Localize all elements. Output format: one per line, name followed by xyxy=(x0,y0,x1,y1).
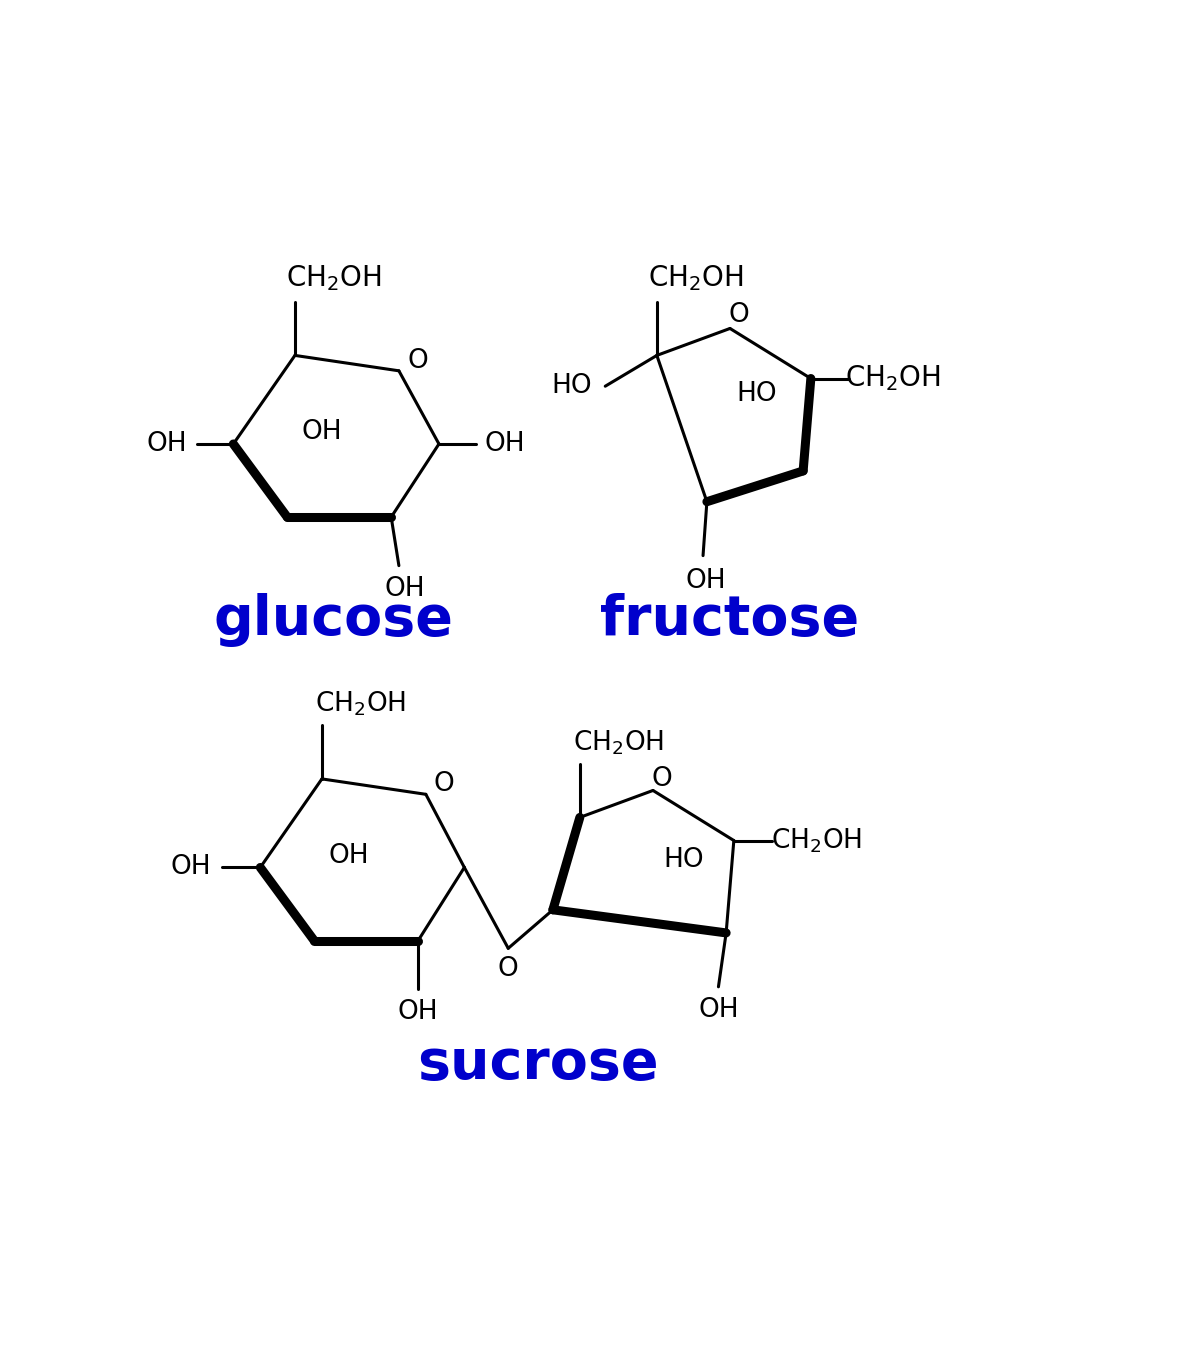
Text: glucose: glucose xyxy=(214,592,453,647)
Text: CH$_2$OH: CH$_2$OH xyxy=(286,263,382,293)
Text: fructose: fructose xyxy=(600,592,860,647)
Text: CH$_2$OH: CH$_2$OH xyxy=(315,690,405,719)
Text: HO: HO xyxy=(737,381,777,406)
Text: O: O xyxy=(408,348,428,374)
Text: O: O xyxy=(652,767,672,792)
Text: O: O xyxy=(728,301,750,327)
Text: OH: OH xyxy=(329,843,370,869)
Text: CH$_2$OH: CH$_2$OH xyxy=(770,827,862,855)
Text: sucrose: sucrose xyxy=(416,1037,658,1091)
Text: CH$_2$OH: CH$_2$OH xyxy=(647,263,743,293)
Text: HO: HO xyxy=(551,374,592,400)
Text: OH: OH xyxy=(698,997,739,1023)
Text: CH$_2$OH: CH$_2$OH xyxy=(846,364,941,393)
Text: OH: OH xyxy=(685,567,726,593)
Text: OH: OH xyxy=(171,854,212,880)
Text: OH: OH xyxy=(385,576,426,602)
Text: OH: OH xyxy=(301,419,342,446)
Text: OH: OH xyxy=(484,431,525,457)
Text: O: O xyxy=(433,771,454,798)
Text: OH: OH xyxy=(398,1000,439,1026)
Text: O: O xyxy=(498,956,519,982)
Text: OH: OH xyxy=(146,431,187,457)
Text: HO: HO xyxy=(664,847,704,873)
Text: CH$_2$OH: CH$_2$OH xyxy=(573,728,664,757)
